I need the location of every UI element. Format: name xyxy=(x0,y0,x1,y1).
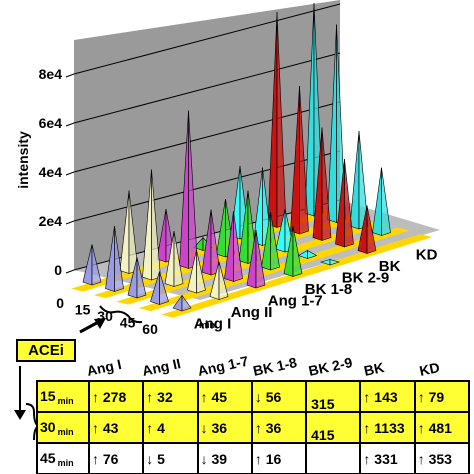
acei-label: ACEi xyxy=(16,339,76,362)
cone-kd-t45 xyxy=(372,167,391,236)
y-tick-label: 6e4 xyxy=(39,115,63,131)
cone-bk-2-9-t60 xyxy=(319,259,341,266)
table-row: 45 min ↑ 76 ↓ 5 ↓ 39 ↑ 16 ↑ 331 ↑ 353 xyxy=(36,442,470,474)
table-header: BK 1-8 xyxy=(252,354,299,379)
table-header: Ang I xyxy=(85,356,123,379)
y-tick-label: 0 xyxy=(54,262,62,278)
table-header: BK 2-9 xyxy=(307,354,354,379)
gridline-tick xyxy=(65,220,75,225)
table-row: 30 min ↑ 43 ↑ 4 ↓ 36 ↑ 36 415 ↑ 1133 ↑ 48… xyxy=(36,411,470,444)
cone-ang-i-t45 xyxy=(150,271,169,305)
cone-bk-t45 xyxy=(335,158,354,248)
gridline-tick xyxy=(65,73,75,78)
cone-ang-i-t60 xyxy=(172,294,192,312)
cone-bk-1-8-t60 xyxy=(283,225,303,277)
time-brace xyxy=(99,305,143,324)
cell xyxy=(305,442,362,474)
cone-kd-t30 xyxy=(349,130,369,230)
series-label: BK 2-9 xyxy=(342,270,390,287)
cone-bk-2-9-t45 xyxy=(297,249,318,259)
cone-bk-1-8-t45 xyxy=(261,211,280,271)
cell: ↓ 5 xyxy=(142,442,199,474)
cell: ↑ 32 xyxy=(142,380,199,413)
time-cell: 15 min xyxy=(36,380,90,413)
cone-bk-t30 xyxy=(312,127,332,241)
table-header: Ang II xyxy=(141,355,182,379)
cell: 415 xyxy=(305,411,362,444)
cell: ↑ 4 xyxy=(142,411,199,444)
cell: ↓ 56 xyxy=(250,380,308,413)
series-label: Ang I xyxy=(194,316,232,333)
cell: ↓ 36 xyxy=(196,411,253,444)
cell: ↑ 481 xyxy=(413,411,470,444)
cones xyxy=(82,2,391,312)
series-label: KD xyxy=(416,247,438,264)
y-tick-label: 2e4 xyxy=(39,213,63,229)
cone-ang-ii-t60 xyxy=(209,261,229,300)
y-tick-label: 4e4 xyxy=(39,164,63,180)
table-arrow-head xyxy=(14,410,26,420)
time-arrow-head xyxy=(94,318,106,329)
bk29-value: 415 xyxy=(311,427,335,443)
y-axis-label: intensity xyxy=(15,131,31,189)
cone-ang-1-7-t30 xyxy=(201,209,221,276)
cell: ↑ 331 xyxy=(359,442,416,474)
gridline xyxy=(73,101,341,173)
x-tick-labels: 0 15 30 45 60 xyxy=(56,295,158,337)
series-label: BK xyxy=(379,258,401,275)
cell: ↑ 278 xyxy=(87,380,145,413)
table-header: BK xyxy=(362,359,385,379)
cell: ↑ 76 xyxy=(87,442,145,474)
cell: ↑ 1133 xyxy=(359,411,416,444)
table-header: Ang 1-7 xyxy=(196,353,250,379)
floor-strip xyxy=(161,234,433,318)
cone-ang-1-7-t60 xyxy=(246,229,266,289)
gridline xyxy=(73,52,341,124)
cell: 315 xyxy=(305,380,362,413)
cone-bk-t15 xyxy=(290,85,309,235)
cone-ang-ii-t15 xyxy=(142,169,161,281)
time-cell: 45 min xyxy=(36,442,90,474)
x-tick-label: 15 xyxy=(75,302,91,318)
cell: ↑ 16 xyxy=(250,442,308,474)
cell: ↓ 39 xyxy=(196,442,253,474)
cell: ↑ 143 xyxy=(359,380,416,413)
table-row: 15 min ↑ 278 ↑ 32 ↑ 45 ↓ 56 315 ↑ 143 ↑ 7… xyxy=(36,380,470,413)
table-brace xyxy=(25,403,41,441)
y-tick-labels: 0 2e4 4e4 6e4 8e4 xyxy=(39,66,63,278)
cone-ang-i-t30 xyxy=(127,257,147,299)
series-label: Ang II xyxy=(231,304,273,321)
cone-ang-i-t0 xyxy=(82,244,102,286)
cone-ang-1-7-t45 xyxy=(224,210,243,282)
gridline-tick xyxy=(65,122,75,127)
bk29-value: 315 xyxy=(311,396,335,412)
gridline-tick xyxy=(65,269,75,274)
time-cell: 30 min xyxy=(36,411,90,444)
x-tick-label: 60 xyxy=(142,321,158,337)
cell: ↑ 36 xyxy=(250,411,308,444)
series-label: BK 1-8 xyxy=(305,281,353,298)
table-headers: Ang I Ang II Ang 1-7 BK 1-8 BK 2-9 BK KD xyxy=(85,353,441,379)
cell: ↑ 45 xyxy=(196,380,253,413)
cell: ↑ 43 xyxy=(87,411,145,444)
table-header: KD xyxy=(418,359,441,379)
x-tick-label: 45 xyxy=(120,315,136,331)
series-label: Ang 1-7 xyxy=(268,293,323,310)
cell: ↑ 353 xyxy=(413,442,470,474)
cone-ang-ii-t30 xyxy=(164,230,184,287)
floor-strip xyxy=(138,227,410,312)
cell: ↑ 79 xyxy=(413,380,470,413)
y-tick-label: 8e4 xyxy=(39,66,63,82)
gridline-tick xyxy=(65,171,75,176)
x-tick-label: 0 xyxy=(56,295,64,311)
x-unit-label: min xyxy=(199,320,215,330)
results-table: 15 min ↑ 278 ↑ 32 ↑ 45 ↓ 56 315 ↑ 143 ↑ 7… xyxy=(36,380,470,474)
gridline xyxy=(73,3,341,75)
cone-ang-i-t15 xyxy=(105,225,124,292)
cone-bk-t60 xyxy=(357,205,377,254)
cone-ang-ii-t45 xyxy=(187,249,206,294)
